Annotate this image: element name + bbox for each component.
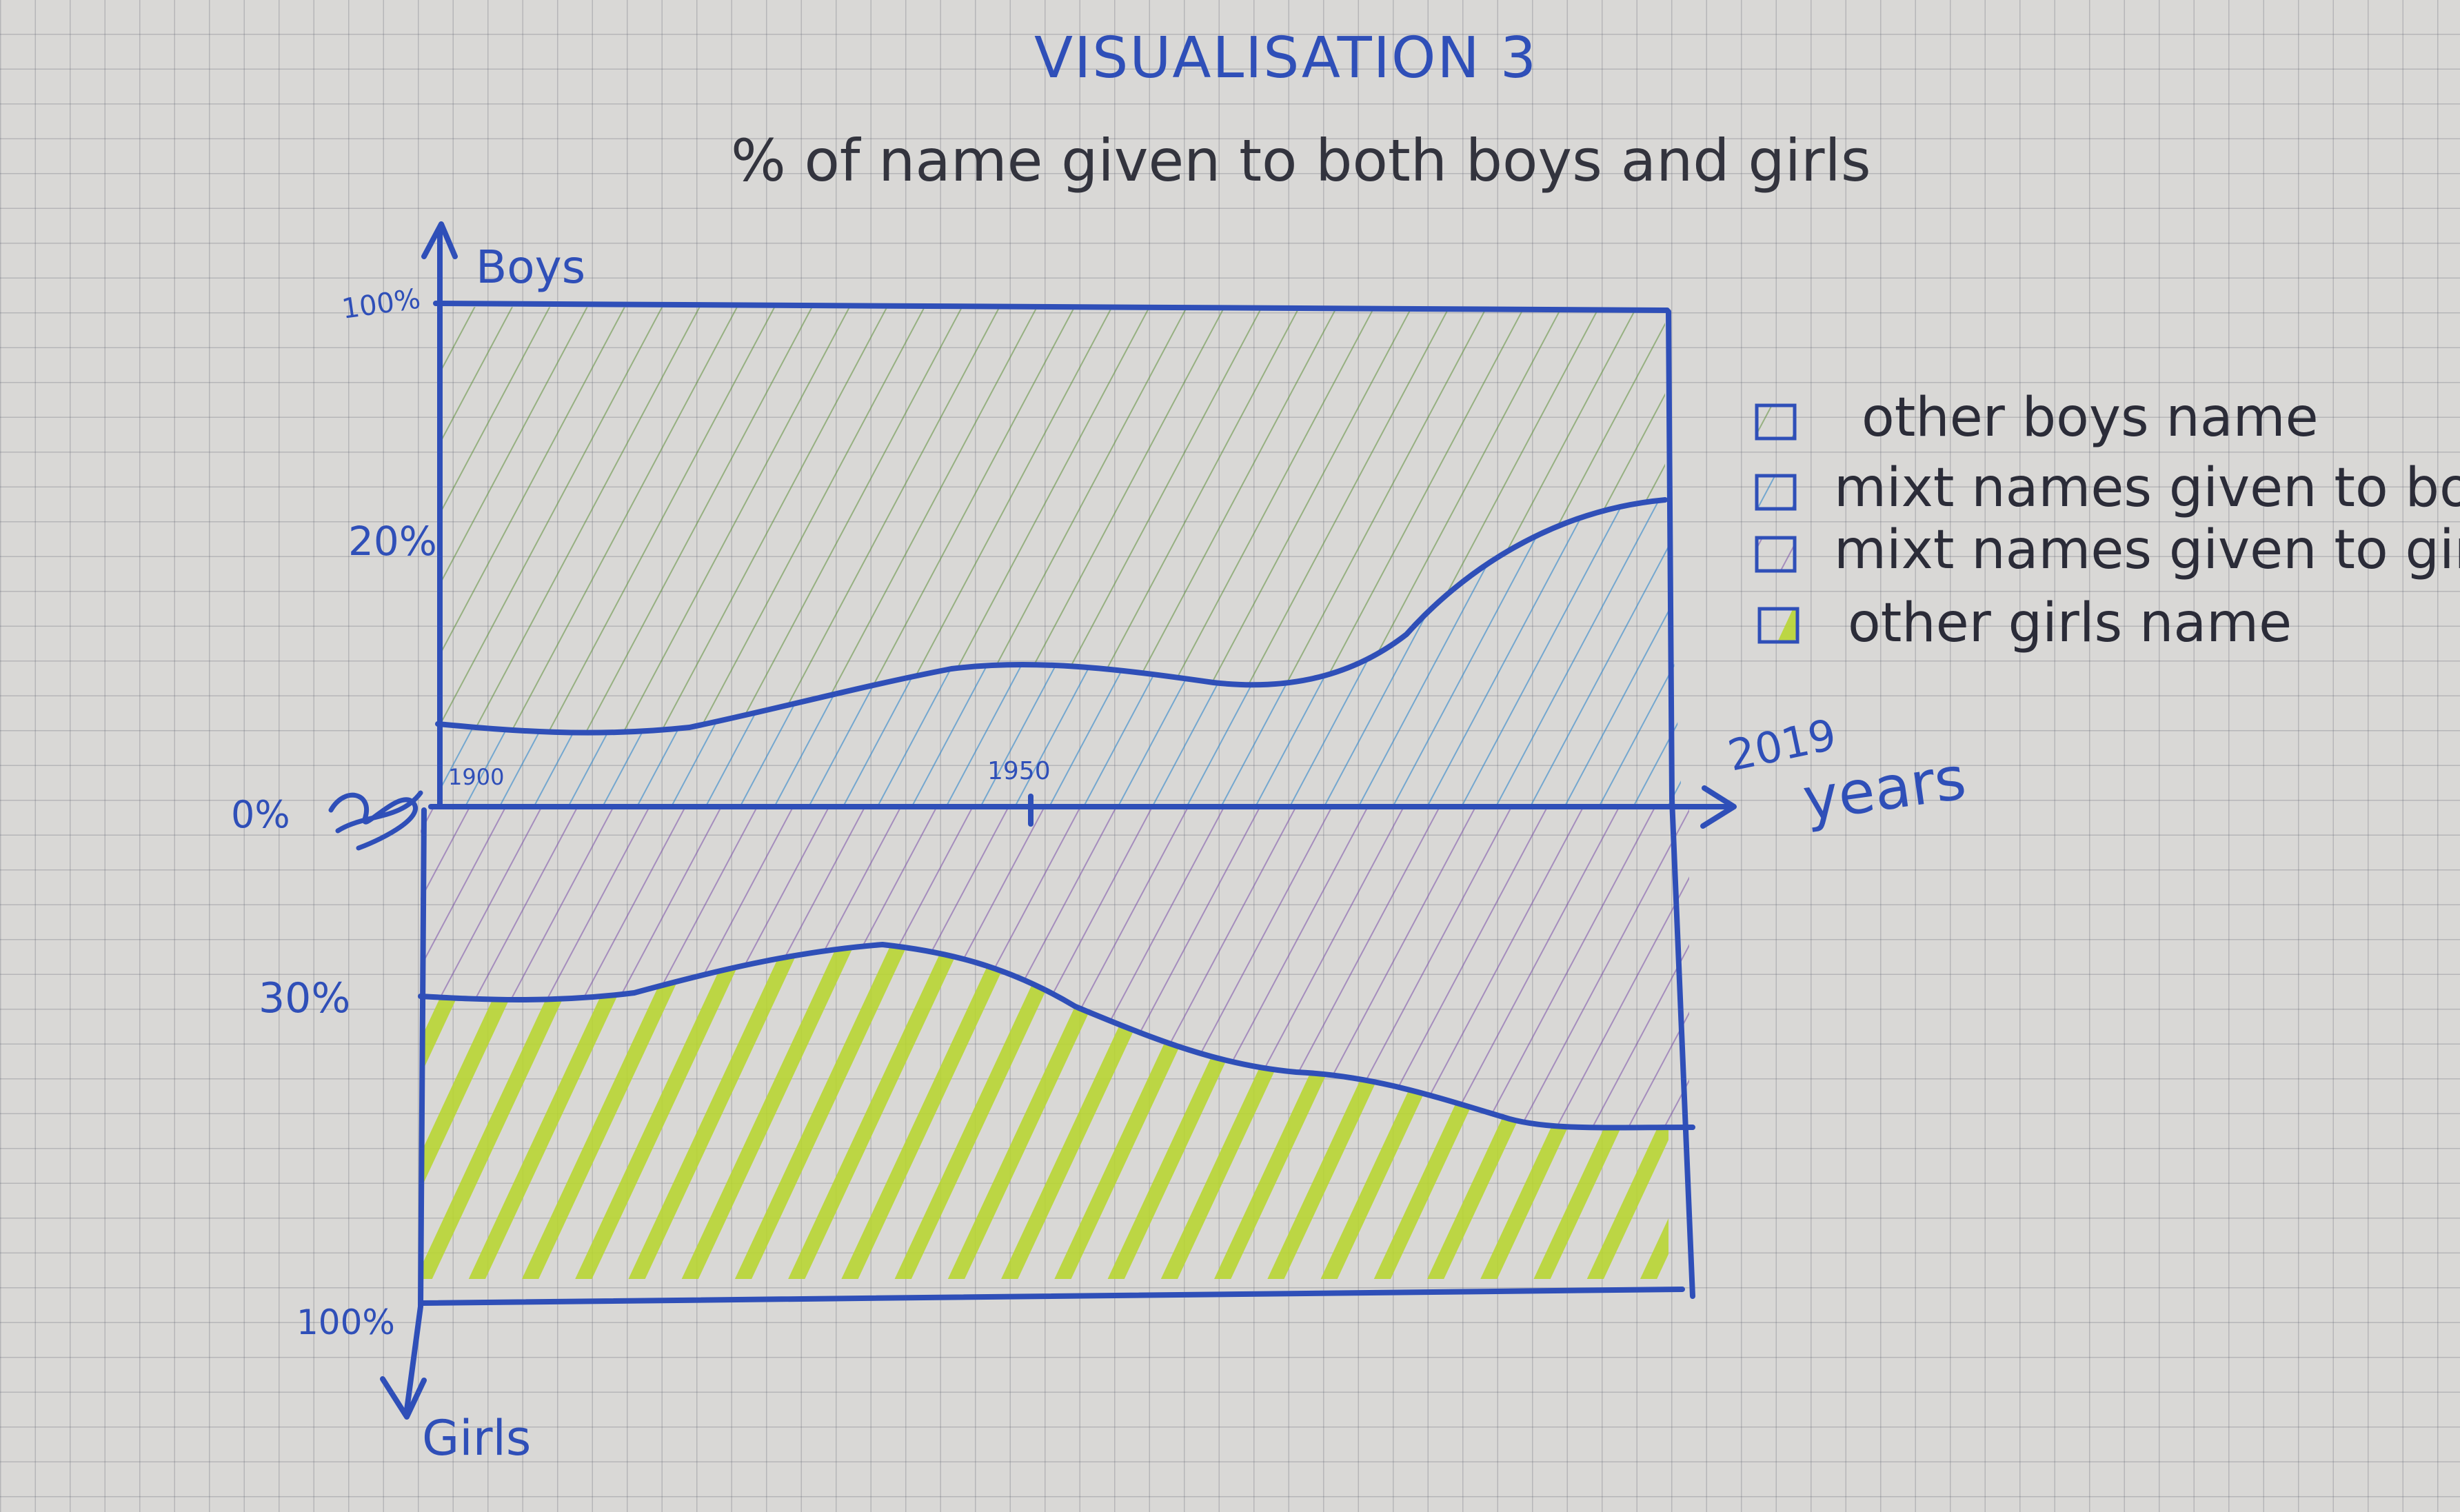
- legend-item: mixt names given to boys: [1755, 457, 2460, 519]
- legend-label: mixt names given to boys: [1834, 457, 2460, 519]
- legend-label: other girls name: [1848, 592, 2292, 654]
- tick-label-1900: 1900: [448, 764, 504, 790]
- tick-label-zero: 0%: [231, 793, 290, 836]
- legend-swatch-mixt-boys: [1755, 474, 1797, 511]
- boundary-other-girls: [418, 942, 1695, 1131]
- legend: other boys name mixt names given to boys…: [1755, 387, 2460, 654]
- chart-frame: [380, 221, 1737, 1420]
- tick-label-girls-30: 30%: [259, 974, 350, 1022]
- year-axis-arrow-icon: [1700, 785, 1737, 829]
- girls-axis-line: [404, 807, 427, 1413]
- legend-swatch-mixt-girls: [1755, 536, 1797, 573]
- chart-subtitle: % of name given to both boys and girls: [731, 127, 1871, 194]
- legend-item: mixt names given to girls: [1755, 519, 2460, 581]
- tick-label-boys-100: 100%: [340, 283, 423, 325]
- legend-item: other boys name: [1755, 387, 2319, 449]
- area-mixt-boys: [438, 500, 1682, 807]
- tick-label-girls-100: 100%: [296, 1302, 395, 1342]
- right-border-line: [1666, 309, 1695, 1299]
- area-other-girls: [421, 945, 1668, 1279]
- legend-swatch-other-boys: [1755, 403, 1797, 441]
- scribble-mark: [328, 790, 423, 851]
- tick-label-1950: 1950: [987, 757, 1051, 785]
- girls-axis-label: Girls: [422, 1410, 531, 1466]
- legend-swatch-other-girls: [1757, 607, 1799, 644]
- girls-axis-arrow-icon: [380, 1376, 427, 1420]
- legend-item: other girls name: [1757, 592, 2292, 654]
- area-mixt-girls: [421, 807, 1689, 1128]
- page-title: VISUALISATION 3: [1034, 26, 1538, 91]
- boys-axis-arrow-icon: [421, 221, 458, 259]
- boundary-other-boys: [435, 497, 1668, 736]
- boys-axis-label: Boys: [476, 241, 585, 294]
- top-border-line: [433, 301, 1670, 313]
- legend-label: mixt names given to girls: [1834, 519, 2460, 581]
- area-other-boys: [438, 307, 1665, 733]
- bottom-border-line: [419, 1287, 1685, 1306]
- legend-label: other boys name: [1862, 387, 2319, 449]
- tick-label-boys-20: 20%: [348, 518, 437, 565]
